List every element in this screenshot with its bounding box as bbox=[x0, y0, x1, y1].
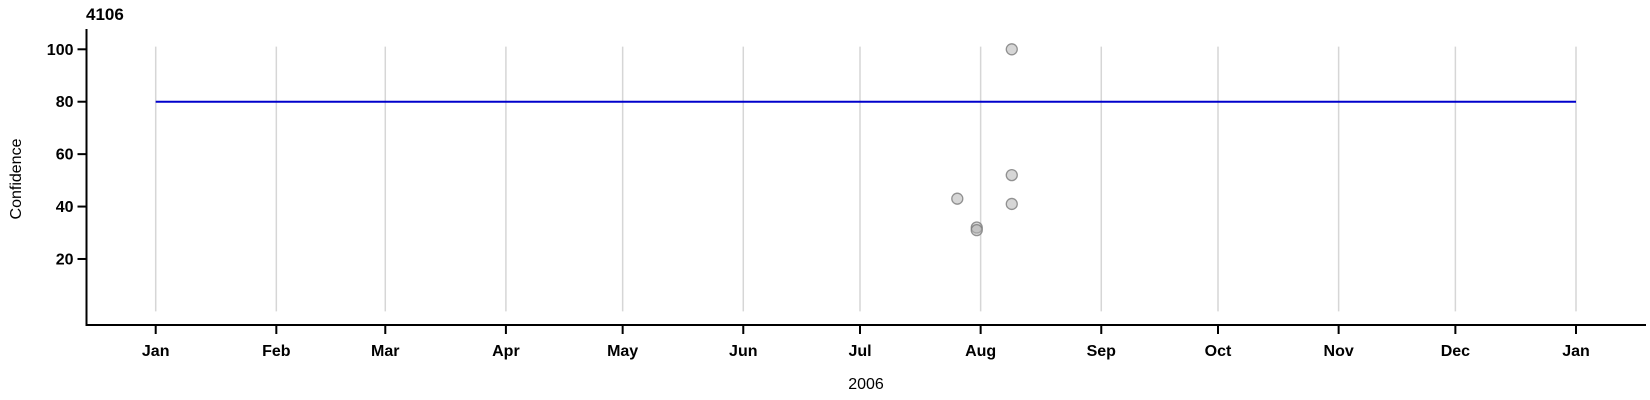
x-tick-label: Nov bbox=[1324, 343, 1354, 360]
y-tick-label: 100 bbox=[47, 42, 74, 59]
ticks-layer: 20 40 60 80 100 Jan Feb Mar Apr May Jun Jul Aug Sep Oc… bbox=[47, 42, 1590, 360]
data-point bbox=[1005, 43, 1018, 56]
data-point bbox=[951, 192, 964, 205]
data-point bbox=[1005, 168, 1018, 182]
data-points-layer bbox=[951, 43, 1018, 237]
axes-layer bbox=[85, 29, 1646, 326]
x-tick-label: Mar bbox=[371, 343, 399, 360]
x-tick-label: Oct bbox=[1205, 343, 1232, 360]
y-tick-label: 80 bbox=[56, 94, 74, 111]
y-tick-label: 60 bbox=[56, 147, 74, 164]
chart-title: 4106 bbox=[86, 5, 124, 24]
x-tick-label: Jan bbox=[142, 343, 170, 360]
x-tick-label: Sep bbox=[1087, 343, 1117, 360]
y-tick-label: 40 bbox=[56, 199, 74, 216]
data-point bbox=[970, 223, 983, 237]
data-point bbox=[1005, 197, 1018, 211]
gridlines-layer bbox=[154, 46, 1577, 312]
x-tick-label: Feb bbox=[262, 343, 291, 360]
y-tick-label: 20 bbox=[56, 251, 74, 268]
x-tick-label: Jul bbox=[848, 343, 871, 360]
x-tick-label: Dec bbox=[1441, 343, 1470, 360]
x-tick-label: Aug bbox=[965, 343, 996, 360]
x-tick-label: May bbox=[607, 343, 638, 360]
x-tick-label: Apr bbox=[492, 343, 520, 360]
x-axis-year-label: 2006 bbox=[848, 376, 884, 393]
y-axis-label: Confidence bbox=[8, 138, 25, 219]
x-tick-label: Jan bbox=[1562, 343, 1590, 360]
x-tick-label: Jun bbox=[729, 343, 757, 360]
